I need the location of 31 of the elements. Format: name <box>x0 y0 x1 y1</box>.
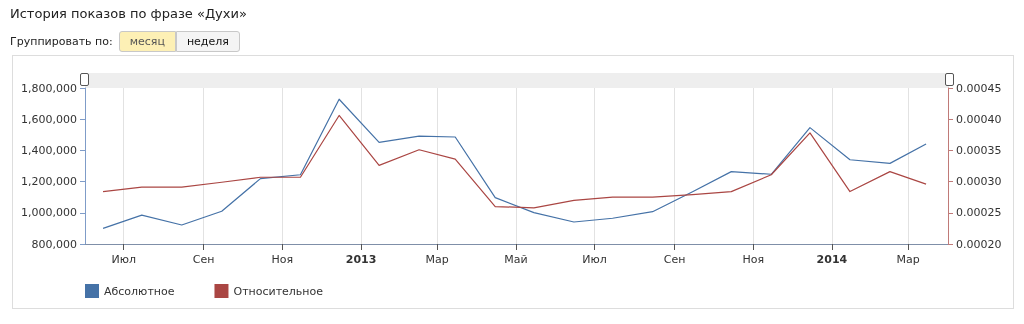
y2-tick-label: 0.00040 <box>956 112 1002 126</box>
line-series <box>102 98 927 229</box>
x-tick-label: Ноя <box>271 253 294 266</box>
text: Группировать по: <box>10 35 113 48</box>
text: неделя <box>175 31 240 52</box>
y2-tick-label: 0.00025 <box>956 206 1002 220</box>
x-tick-label: 2014 <box>816 253 848 266</box>
y2-tick-label: 0.00030 <box>956 175 1002 189</box>
y-tick-label: 1,200,000 <box>21 175 77 189</box>
x-tick-label: 2013 <box>345 253 377 266</box>
x-tick-label: Май <box>504 253 528 266</box>
y2-tick-label: 0.00035 <box>956 143 1002 157</box>
y-tick-label: 1,800,000 <box>21 81 77 95</box>
y-tick-label: 800,000 <box>31 237 77 251</box>
y-tick-label: 1,600,000 <box>21 112 77 126</box>
y-tick-label: 1,400,000 <box>21 143 77 157</box>
line-series <box>102 114 927 209</box>
x-tick-label: Июл <box>111 253 136 266</box>
x-tick-label: Июл <box>582 253 607 266</box>
x-tick-label: Ноя <box>742 253 765 266</box>
y2-tick-label: 0.00020 <box>956 237 1002 251</box>
text: месяц <box>118 31 176 52</box>
x-tick-label: Сен <box>663 253 686 266</box>
x-tick-label: Мар <box>425 253 449 266</box>
legend-label: Абсолютное <box>104 284 175 298</box>
x-tick-label: Сен <box>192 253 215 266</box>
legend-label: Относительное <box>233 284 324 298</box>
y-tick-label: 1,000,000 <box>21 206 77 220</box>
chart-title: История показов по фразе «Духи» <box>10 6 247 21</box>
y2-tick-label: 0.00045 <box>956 81 1002 95</box>
x-tick-label: Мар <box>896 253 920 266</box>
